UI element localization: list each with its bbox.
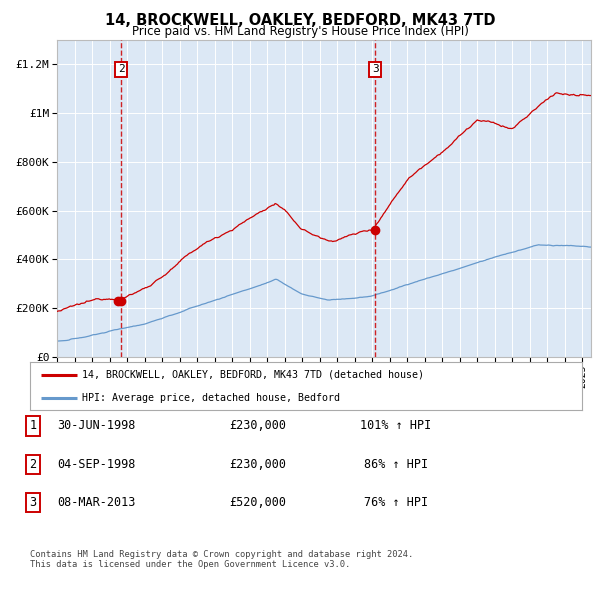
Text: 2: 2 — [118, 64, 125, 74]
Text: 3: 3 — [29, 496, 37, 509]
Text: 14, BROCKWELL, OAKLEY, BEDFORD, MK43 7TD (detached house): 14, BROCKWELL, OAKLEY, BEDFORD, MK43 7TD… — [82, 370, 424, 380]
Text: 30-JUN-1998: 30-JUN-1998 — [57, 419, 135, 432]
Text: 101% ↑ HPI: 101% ↑ HPI — [361, 419, 431, 432]
Text: £230,000: £230,000 — [229, 419, 287, 432]
Text: 14, BROCKWELL, OAKLEY, BEDFORD, MK43 7TD: 14, BROCKWELL, OAKLEY, BEDFORD, MK43 7TD — [105, 13, 495, 28]
Text: 2: 2 — [29, 458, 37, 471]
Text: £520,000: £520,000 — [229, 496, 287, 509]
Text: 76% ↑ HPI: 76% ↑ HPI — [364, 496, 428, 509]
Text: Contains HM Land Registry data © Crown copyright and database right 2024.
This d: Contains HM Land Registry data © Crown c… — [30, 550, 413, 569]
Text: 08-MAR-2013: 08-MAR-2013 — [57, 496, 135, 509]
Text: Price paid vs. HM Land Registry's House Price Index (HPI): Price paid vs. HM Land Registry's House … — [131, 25, 469, 38]
Text: 1: 1 — [29, 419, 37, 432]
Text: HPI: Average price, detached house, Bedford: HPI: Average price, detached house, Bedf… — [82, 393, 340, 403]
Text: 04-SEP-1998: 04-SEP-1998 — [57, 458, 135, 471]
Text: 86% ↑ HPI: 86% ↑ HPI — [364, 458, 428, 471]
Text: £230,000: £230,000 — [229, 458, 287, 471]
Text: 3: 3 — [372, 64, 379, 74]
